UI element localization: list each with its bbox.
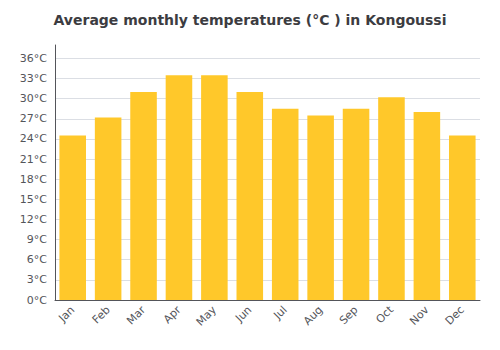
svg-text:6°C: 6°C [27,253,47,266]
svg-text:Jul: Jul [271,303,290,322]
svg-text:Mar: Mar [124,303,148,327]
svg-text:3°C: 3°C [27,273,47,286]
svg-text:Jan: Jan [55,303,77,325]
svg-text:33°C: 33°C [20,72,47,85]
svg-text:Aug: Aug [301,303,325,327]
svg-text:Apr: Apr [161,303,184,326]
svg-text:Dec: Dec [443,303,467,327]
svg-text:12°C: 12°C [20,213,47,226]
svg-text:15°C: 15°C [20,193,47,206]
svg-text:30°C: 30°C [20,92,47,105]
svg-text:21°C: 21°C [20,153,47,166]
svg-text:18°C: 18°C [20,173,47,186]
svg-text:Jun: Jun [232,303,254,325]
svg-text:9°C: 9°C [27,233,47,246]
svg-text:Nov: Nov [407,303,432,328]
svg-text:Average monthly temperatures (: Average monthly temperatures (°C ) in Ko… [54,12,447,28]
svg-text:0°C: 0°C [27,294,47,307]
svg-text:27°C: 27°C [20,112,47,125]
svg-text:36°C: 36°C [20,52,47,65]
svg-text:Oct: Oct [373,303,396,326]
svg-text:May: May [194,303,220,329]
svg-text:Feb: Feb [90,303,113,326]
svg-text:24°C: 24°C [20,132,47,145]
svg-text:Sep: Sep [337,303,361,327]
